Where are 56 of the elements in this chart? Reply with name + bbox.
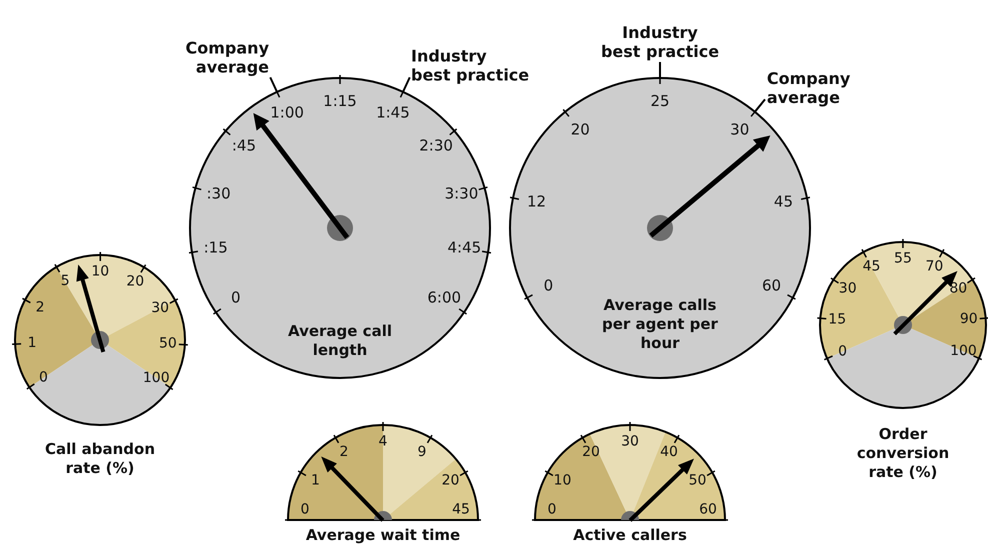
text: 12 [526, 192, 546, 211]
text: 1 [28, 334, 37, 351]
text: 80 [949, 280, 968, 297]
text: 0 [231, 288, 241, 307]
text: 30 [621, 434, 639, 450]
text: 20 [442, 472, 460, 489]
text: 20 [582, 444, 600, 460]
text: Industry best practice [600, 23, 720, 61]
text: 3:30 [444, 184, 478, 202]
text: Order conversion rate (%) [856, 425, 950, 482]
text: 50 [158, 335, 177, 352]
text: Industry best practice [410, 46, 530, 85]
text: 0 [548, 502, 556, 518]
text: Active callers [572, 526, 688, 545]
text: Average call length [287, 322, 393, 360]
text: 15 [828, 311, 846, 328]
text: :15 [204, 238, 228, 256]
text: 0 [838, 343, 848, 360]
text: 60 [699, 502, 717, 518]
text: 0 [39, 369, 48, 386]
text: :45 [232, 136, 256, 154]
text: Company average [186, 38, 270, 77]
text: 10 [554, 472, 572, 489]
text: 4 [378, 434, 388, 450]
text: 5 [60, 273, 70, 290]
text: 1:45 [376, 104, 410, 122]
text: 25 [650, 92, 670, 110]
text: 100 [950, 343, 977, 360]
text: Average calls per agent per hour [601, 296, 719, 353]
text: 45 [774, 192, 794, 211]
text: 2:30 [419, 136, 453, 154]
text: 0 [300, 502, 310, 518]
text: 30 [838, 280, 857, 297]
text: 1:15 [323, 92, 357, 110]
text: 20 [126, 273, 144, 290]
text: 20 [570, 120, 590, 138]
text: Average wait time [304, 526, 462, 545]
text: Call abandon rate (%) [44, 440, 156, 478]
text: 1:00 [270, 104, 304, 122]
text: 30 [730, 120, 750, 138]
text: Company average [766, 69, 850, 108]
text: 10 [91, 264, 110, 280]
text: 2 [36, 300, 45, 316]
text: 90 [960, 311, 978, 328]
text: 0 [544, 276, 554, 294]
text: 45 [862, 258, 880, 275]
text: 100 [142, 370, 170, 386]
text: 9 [418, 444, 426, 460]
text: 60 [762, 276, 782, 294]
text: 30 [151, 300, 170, 316]
text: 6:00 [427, 288, 462, 307]
text: 70 [925, 258, 944, 275]
text: 45 [452, 502, 470, 518]
text: 4:45 [447, 238, 482, 256]
text: :30 [206, 184, 231, 202]
text: 55 [894, 250, 912, 267]
